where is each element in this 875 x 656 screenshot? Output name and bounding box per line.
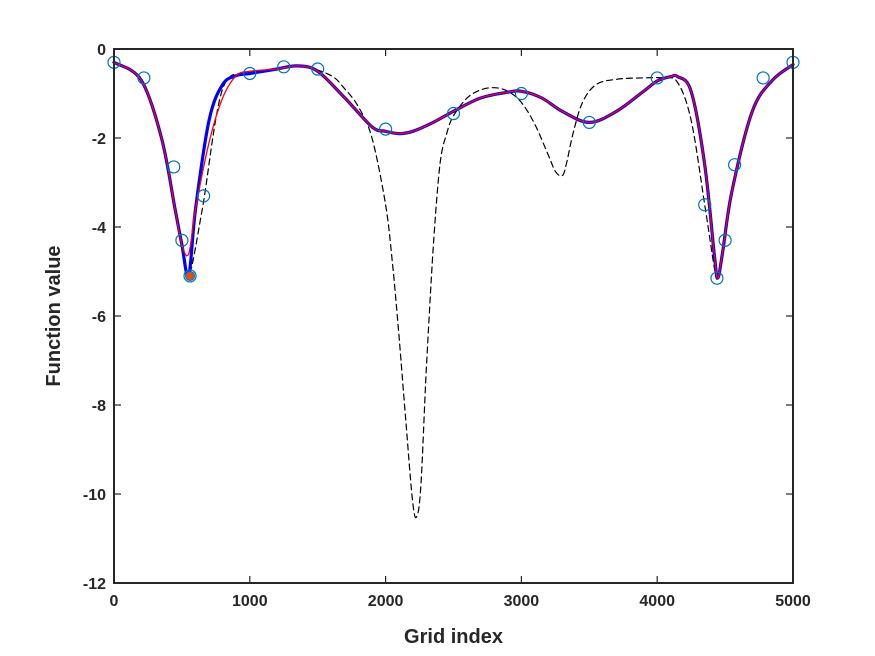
plot-area: [114, 49, 793, 583]
series-4-point-5: [183, 269, 197, 283]
series-4-point-19: [756, 71, 770, 85]
series-layer: [112, 60, 795, 519]
marker-layer: [107, 55, 800, 285]
series-4-point-17: [718, 233, 732, 247]
series-4-point-4: [175, 233, 189, 247]
series-4-point-8: [277, 60, 291, 74]
series-4-point-18: [728, 158, 742, 172]
tick-layer: 0 1000 2000 3000 4000 5000 0 -2 -4 -6 -8 -10 -12: [83, 42, 811, 610]
x-tick-label-1: 0: [110, 593, 119, 610]
series-2-line: [113, 61, 794, 279]
series-4-point-9: [311, 62, 325, 76]
series-4-point-15: [698, 198, 712, 212]
x-tick-label-6: 5000: [775, 593, 811, 610]
series-4-point-11: [446, 106, 461, 121]
series-4-point-2: [137, 71, 151, 85]
x-tick-label-4: 3000: [504, 593, 540, 610]
y-tick-label-7: -12: [83, 576, 106, 593]
y-tick-label-4: -6: [92, 309, 106, 326]
series-4-point-13: [582, 115, 596, 130]
x-tick-label-5: 4000: [639, 593, 675, 610]
x-axis-label: Grid index: [404, 626, 503, 648]
y-tick-label-6: -10: [83, 487, 106, 504]
series-4-point-7: [243, 66, 257, 81]
x-tick-label-3: 2000: [368, 593, 404, 610]
y-tick-label-1: 0: [97, 42, 106, 59]
y-tick-label-3: -4: [92, 220, 106, 237]
series-5-point-1: [185, 270, 196, 281]
series-4-point-14: [650, 71, 664, 85]
series-4-point-16: [710, 271, 724, 285]
series-4-point-12: [514, 86, 529, 101]
y-tick-label-5: -8: [92, 398, 106, 415]
series-4-point-3: [167, 160, 181, 174]
x-tick-label-2: 1000: [232, 593, 268, 610]
y-axis-label: Function value: [43, 245, 65, 386]
series-4-point-6: [197, 189, 211, 203]
y-tick-label-2: -2: [92, 131, 106, 148]
series-4-point-10: [379, 122, 393, 136]
